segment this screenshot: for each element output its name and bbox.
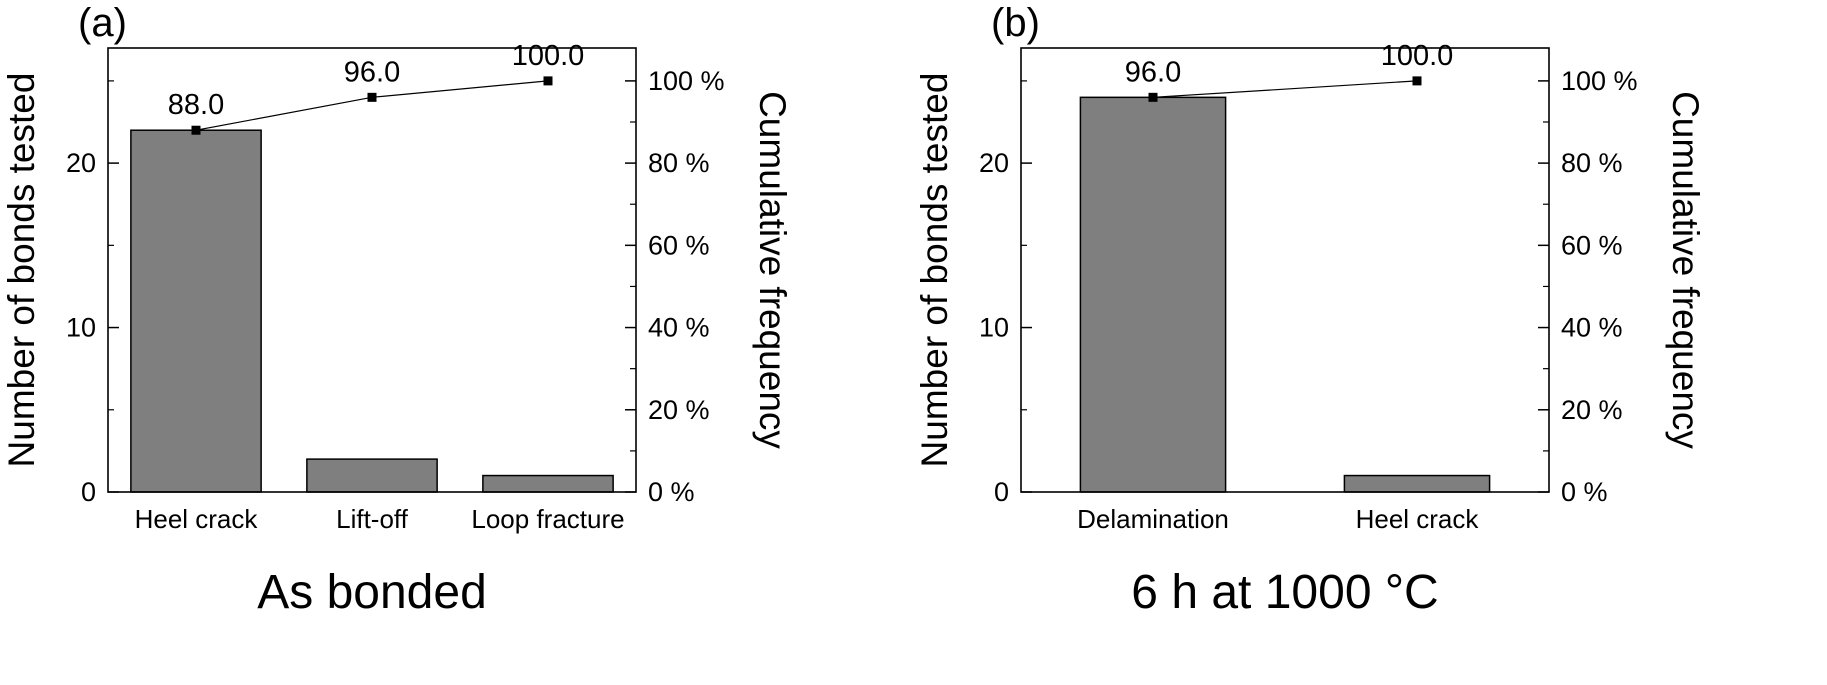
right-tick-label: 80 % bbox=[648, 148, 710, 178]
right-tick-label: 0 % bbox=[1561, 477, 1608, 507]
bar-heel-crack bbox=[130, 129, 262, 493]
cumulative-point-label: 96.0 bbox=[344, 56, 400, 88]
panel-title: As bonded bbox=[257, 566, 487, 619]
axes: 0 10 20 0 % 20 % 40 % 60 % 80 % 100 % Heel crack L… bbox=[66, 66, 725, 534]
left-tick-label: 10 bbox=[66, 313, 96, 343]
cumulative-point-label: 88.0 bbox=[168, 89, 224, 121]
panel-label: (b) bbox=[991, 1, 1040, 45]
left-tick-label: 0 bbox=[81, 477, 96, 507]
cumulative-point-label: 100.0 bbox=[512, 40, 585, 72]
right-axis-title: Cumulative frequency bbox=[1665, 91, 1706, 449]
x-label-lift-off: Lift-off bbox=[336, 504, 409, 534]
axes: 0 10 20 0 % 20 % 40 % 60 % 80 % 100 % Delaminatio… bbox=[979, 66, 1638, 534]
bar-loop-fracture bbox=[482, 474, 614, 493]
cumulative-marker bbox=[1148, 92, 1158, 102]
bar-lift-off bbox=[306, 458, 438, 493]
right-tick-label: 40 % bbox=[648, 313, 710, 343]
cumulative-line bbox=[1152, 80, 1418, 98]
chart-6h-at-1000c: 0 10 20 0 % 20 % 40 % 60 % 80 % 100 % Delaminatio… bbox=[914, 1, 1706, 619]
plot-frame bbox=[107, 47, 637, 493]
right-tick-label: 20 % bbox=[1561, 395, 1623, 425]
cumulative-point-label: 96.0 bbox=[1125, 56, 1181, 88]
left-tick-label: 10 bbox=[979, 313, 1009, 343]
left-axis-title: Number of bonds tested bbox=[1, 73, 42, 468]
panel-a: 0 10 20 0 % 20 % 40 % 60 % 80 % 100 % Heel crack L… bbox=[0, 0, 913, 685]
right-tick-label: 100 % bbox=[1561, 66, 1638, 96]
right-tick-label: 100 % bbox=[648, 66, 725, 96]
bar-heel-crack bbox=[1343, 474, 1491, 493]
cumulative-marker bbox=[367, 92, 377, 102]
cumulative-marker bbox=[543, 76, 553, 86]
cumulative-marker bbox=[1412, 76, 1422, 86]
x-label-heel-crack: Heel crack bbox=[135, 504, 259, 534]
right-tick-label: 20 % bbox=[648, 395, 710, 425]
bars bbox=[130, 129, 614, 493]
x-label-delamination: Delamination bbox=[1077, 504, 1229, 534]
plot-frame bbox=[1020, 47, 1550, 493]
left-tick-label: 20 bbox=[979, 148, 1009, 178]
left-axis-title: Number of bonds tested bbox=[914, 73, 955, 468]
right-tick-label: 0 % bbox=[648, 477, 695, 507]
bars bbox=[1079, 96, 1491, 493]
bar-delamination bbox=[1079, 96, 1227, 493]
panel-b: 0 10 20 0 % 20 % 40 % 60 % 80 % 100 % Delaminatio… bbox=[913, 0, 1826, 685]
x-label-heel-crack: Heel crack bbox=[1356, 504, 1480, 534]
x-label-loop-fracture: Loop fracture bbox=[471, 504, 624, 534]
right-tick-label: 60 % bbox=[1561, 230, 1623, 260]
right-tick-label: 80 % bbox=[1561, 148, 1623, 178]
right-tick-label: 40 % bbox=[1561, 313, 1623, 343]
panel-label: (a) bbox=[78, 1, 127, 45]
right-axis-title: Cumulative frequency bbox=[752, 91, 793, 449]
right-tick-label: 60 % bbox=[648, 230, 710, 260]
cumulative-marker bbox=[191, 125, 201, 135]
panel-title: 6 h at 1000 °C bbox=[1131, 566, 1438, 619]
left-tick-label: 0 bbox=[994, 477, 1009, 507]
cumulative-point-label: 100.0 bbox=[1381, 40, 1454, 72]
chart-as-bonded: 0 10 20 0 % 20 % 40 % 60 % 80 % 100 % Heel crack L… bbox=[1, 1, 793, 619]
left-tick-label: 20 bbox=[66, 148, 96, 178]
